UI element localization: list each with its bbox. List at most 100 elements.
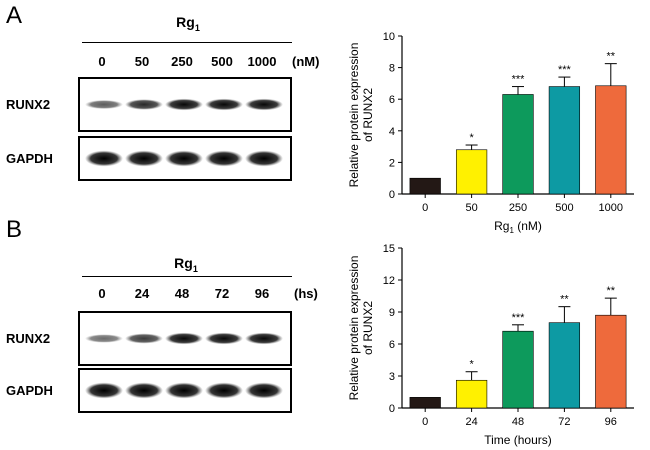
blot-row-label-gapdh: GAPDH <box>6 383 53 398</box>
bar <box>409 397 441 409</box>
blot-title-b: Rg1 <box>146 255 226 274</box>
blot-title-a: Rg1 <box>148 14 228 33</box>
blot-bands-svg <box>85 382 283 399</box>
blot-band <box>245 98 283 111</box>
western-blot-runx2 <box>78 311 292 366</box>
lane-label: 48 <box>174 286 190 301</box>
lane-label: 250 <box>171 54 193 69</box>
x-tick-label: 50 <box>465 202 477 214</box>
bar <box>455 149 488 195</box>
bar <box>548 322 581 409</box>
x-axis-label: Rg1 (nM) <box>494 219 542 235</box>
y-tick-label: 8 <box>389 63 395 75</box>
x-tick-label: 72 <box>558 416 570 428</box>
blot-title-underline <box>82 276 292 277</box>
western-blot-runx2 <box>78 77 292 132</box>
bar <box>548 86 581 195</box>
western-blot-gapdh <box>78 368 292 413</box>
blot-title-main: Rg <box>174 255 193 271</box>
x-tick-label: 1000 <box>599 202 623 214</box>
y-tick-label: 6 <box>389 94 395 106</box>
y-tick-label: 0 <box>389 403 395 415</box>
y-tick-label: 4 <box>389 126 395 138</box>
y-tick-label: 3 <box>389 371 395 383</box>
lane-label: 50 <box>134 54 150 69</box>
x-tick-label: 500 <box>555 202 573 214</box>
y-tick-label: 10 <box>383 31 395 43</box>
blot-band <box>205 382 243 399</box>
bar <box>502 330 534 409</box>
y-tick-label: 2 <box>389 157 395 169</box>
blot-band <box>165 150 203 167</box>
bar-chart-a: 0 2 4 6 8 10 0 * 50 *** 250 *** 500 ** 1000 Rg1 (nM) Rel… <box>347 31 634 235</box>
lane-label: 0 <box>98 286 106 301</box>
blot-band <box>245 150 283 167</box>
blot-band <box>85 334 123 343</box>
x-axis-label: Time (hours) <box>484 433 552 447</box>
blot-row-label-gapdh: GAPDH <box>6 151 53 166</box>
lane-label: 96 <box>254 286 270 301</box>
blot-band <box>245 382 283 399</box>
blot-row-label-runx2: RUNX2 <box>6 97 51 112</box>
blot-row-label-runx2: RUNX2 <box>6 331 51 346</box>
bar <box>595 314 627 409</box>
x-tick-label: 48 <box>512 416 524 428</box>
bar <box>409 177 441 195</box>
y-axis-label: of RUNX2 <box>361 88 375 142</box>
lane-unit: (hs) <box>294 286 318 301</box>
blot-band <box>165 332 203 345</box>
significance-label: ** <box>607 51 616 63</box>
x-tick-label: 250 <box>509 202 527 214</box>
significance-label: * <box>469 359 474 371</box>
blot-band <box>85 99 123 110</box>
significance-label: ** <box>560 294 569 306</box>
blot-band <box>85 150 123 167</box>
bar-chart-b: 0 3 6 9 12 15 0 * 24 *** 48 ** 72 ** 96 Time (hours) Rel… <box>347 243 634 447</box>
lane-label: 24 <box>134 286 150 301</box>
blot-band <box>245 332 283 345</box>
blot-band <box>85 382 123 399</box>
y-axis-label: Relative protein expression <box>347 43 361 188</box>
lane-label: 72 <box>214 286 230 301</box>
lane-label: 1000 <box>247 54 277 69</box>
blot-band <box>205 332 243 345</box>
lane-label: 500 <box>211 54 233 69</box>
blot-band <box>205 150 243 167</box>
blot-band <box>165 382 203 399</box>
blot-band <box>165 98 203 111</box>
bar <box>502 94 534 195</box>
y-tick-label: 0 <box>389 189 395 201</box>
significance-label: *** <box>558 64 572 76</box>
blot-band <box>125 333 163 344</box>
bar <box>455 379 488 409</box>
lane-label: 0 <box>98 54 106 69</box>
blot-band <box>125 99 163 110</box>
x-tick-label: 24 <box>465 416 477 428</box>
panel-letter-b: B <box>6 216 23 243</box>
y-axis-label: Relative protein expression <box>347 256 361 401</box>
x-tick-label: 0 <box>422 202 428 214</box>
western-blot-gapdh <box>78 136 292 181</box>
panel-letter-a: A <box>6 2 23 29</box>
bar <box>595 85 627 195</box>
blot-title-sub: 1 <box>192 263 198 274</box>
significance-label: * <box>469 132 474 144</box>
significance-label: *** <box>512 74 526 86</box>
x-tick-label: 0 <box>422 416 428 428</box>
significance-label: ** <box>607 285 616 297</box>
blot-title-sub: 1 <box>194 22 200 33</box>
y-axis-label: of RUNX2 <box>361 301 375 355</box>
significance-label: *** <box>512 312 526 324</box>
lane-unit: (nM) <box>292 54 320 69</box>
blot-bands-svg <box>85 150 283 167</box>
blot-band <box>125 382 163 399</box>
y-tick-label: 6 <box>389 339 395 351</box>
x-tick-label: 96 <box>605 416 617 428</box>
blot-band <box>205 98 243 111</box>
blot-bands-svg <box>85 98 283 111</box>
y-tick-label: 15 <box>383 243 395 255</box>
y-tick-label: 12 <box>383 275 395 287</box>
blot-band <box>125 150 163 167</box>
blot-title-main: Rg <box>176 14 195 30</box>
blot-bands-svg <box>85 332 283 345</box>
